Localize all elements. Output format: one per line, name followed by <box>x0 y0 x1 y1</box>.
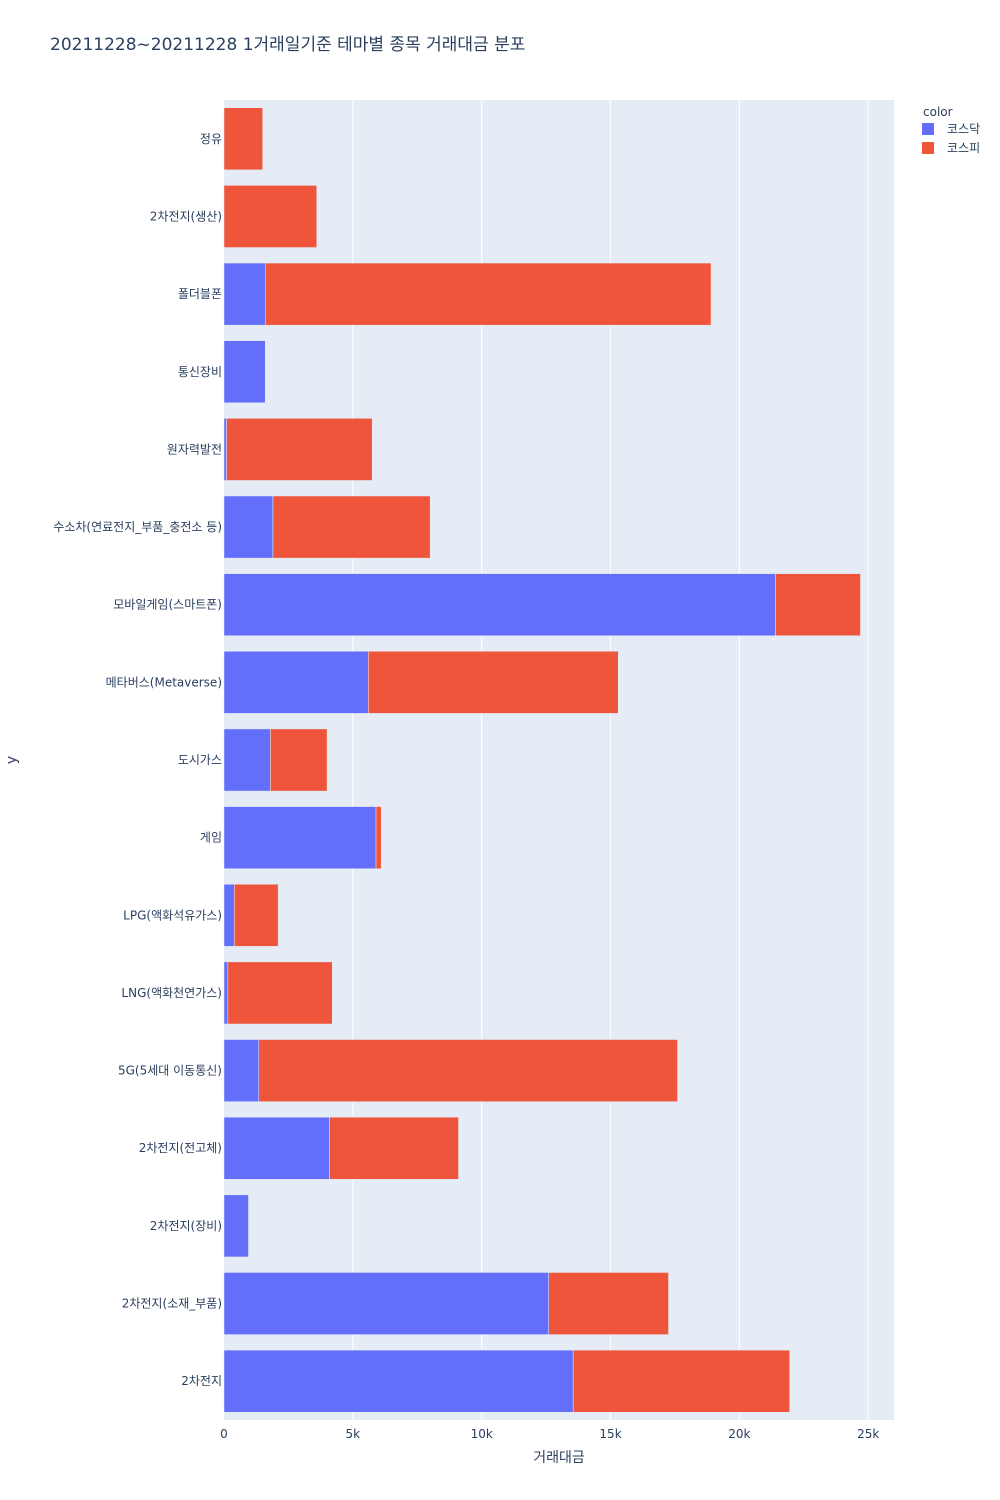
bar-코스닥 <box>223 418 227 481</box>
bar-코스피 <box>775 573 861 637</box>
chart-title: 20211228~20211228 1거래일기준 테마별 종목 거래대금 분포 <box>50 35 525 55</box>
x-tick-labels: 0 5k 10k 15k 20k 25k <box>220 1427 879 1441</box>
y-tick-label: 2차전지(전고체) <box>139 1141 222 1155</box>
x-tick-label: 20k <box>728 1427 750 1441</box>
y-tick-label: 게임 <box>200 831 222 845</box>
bar-코스닥 <box>223 806 377 869</box>
bar-코스닥 <box>223 883 235 947</box>
bar-코스닥 <box>223 1039 260 1102</box>
y-tick-label: 정유 <box>200 132 222 146</box>
bars-group <box>223 107 861 1413</box>
y-tick-label: 도시가스 <box>178 753 222 767</box>
bar-코스피 <box>272 495 431 559</box>
x-tick-label: 25k <box>857 1427 879 1441</box>
y-tick-label: 2차전지(생산) <box>150 209 222 223</box>
bar-코스피 <box>234 883 279 947</box>
bar-코스닥 <box>223 961 229 1025</box>
bar-코스닥 <box>223 262 266 326</box>
y-tick-label: 모바일게임(스마트폰) <box>113 598 222 612</box>
x-tick-label: 10k <box>471 1427 493 1441</box>
bar-코스피 <box>258 1039 678 1102</box>
legend-title: color <box>923 105 953 119</box>
x-axis-title: 거래대금 <box>533 1450 585 1466</box>
bar-코스닥 <box>223 728 271 792</box>
y-tick-label: 2차전지(장비) <box>150 1219 222 1233</box>
bar-코스피 <box>548 1272 669 1335</box>
x-tick-label: 15k <box>599 1427 621 1441</box>
legend-label: 코스피 <box>947 141 980 155</box>
bar-코스피 <box>375 806 382 869</box>
bar-코스피 <box>223 107 263 171</box>
bar-코스피 <box>227 961 333 1025</box>
bar-코스닥 <box>223 1194 249 1258</box>
y-tick-label: 2차전지(소재_부품) <box>122 1297 222 1311</box>
bar-코스피 <box>329 1116 459 1180</box>
y-tick-label: 2차전지 <box>181 1374 222 1388</box>
y-tick-label: 메타버스(Metaverse) <box>106 675 222 689</box>
bar-코스닥 <box>223 651 369 714</box>
y-tick-label: LPG(액화석유가스) <box>123 908 222 922</box>
y-tick-label: 폴더블폰 <box>178 287 222 301</box>
y-tick-label: 5G(5세대 이동통신) <box>118 1064 222 1078</box>
y-axis-title: y <box>4 756 20 764</box>
bar-코스피 <box>223 185 318 248</box>
bar-코스닥 <box>223 1116 330 1180</box>
bar-코스피 <box>264 262 712 326</box>
y-tick-label: 수소차(연료전지_부품_충전소 등) <box>53 520 222 534</box>
bar-코스닥 <box>223 573 776 637</box>
bar-코스닥 <box>223 1272 549 1335</box>
bar-코스피 <box>368 651 619 714</box>
legend-swatch <box>922 142 934 154</box>
bar-코스피 <box>270 728 328 792</box>
x-tick-label: 0 <box>220 1427 228 1441</box>
x-tick-label: 5k <box>346 1427 361 1441</box>
bar-코스피 <box>572 1349 790 1413</box>
legend-swatch <box>922 123 934 135</box>
y-tick-label: LNG(액화천연가스) <box>121 985 222 1000</box>
bar-코스닥 <box>223 340 266 404</box>
y-tick-label: 원자력발전 <box>167 442 222 456</box>
legend-label: 코스닥 <box>947 122 980 136</box>
y-tick-labels: 2차전지 2차전지(소재_부품) 2차전지(장비) 2차전지(전고체) 5G(5세대 이… <box>53 132 222 1388</box>
bar-코스피 <box>226 418 373 481</box>
bar-코스닥 <box>223 495 274 559</box>
bar-코스닥 <box>223 1349 574 1413</box>
y-tick-label: 통신장비 <box>178 365 222 379</box>
